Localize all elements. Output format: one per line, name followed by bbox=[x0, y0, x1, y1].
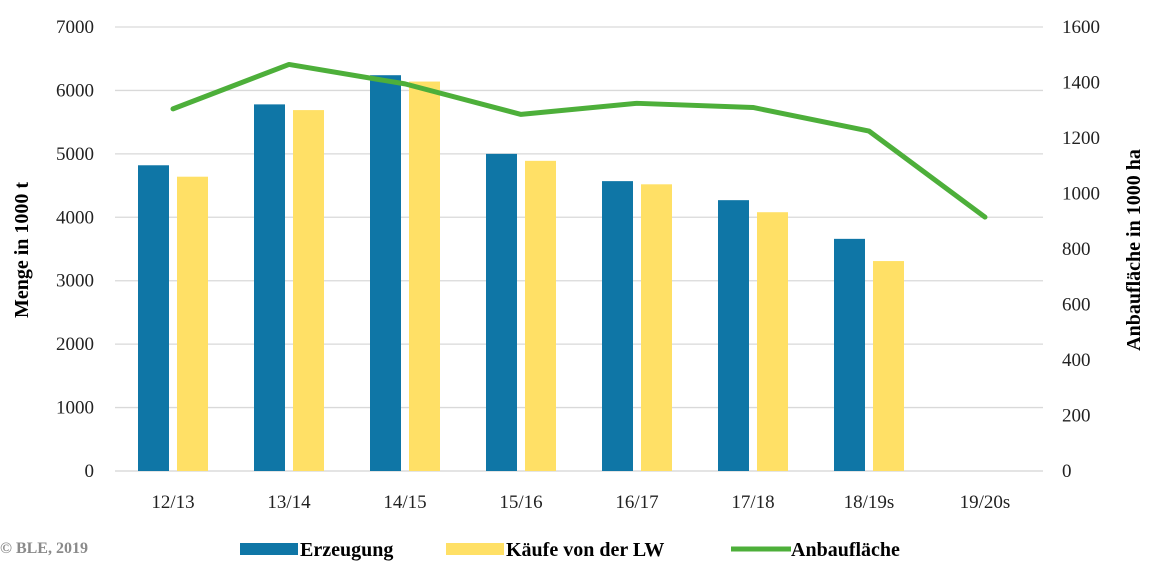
x-tick-label: 14/15 bbox=[383, 492, 426, 513]
legend: Erzeugung Käufe von der LW Anbaufläche bbox=[240, 539, 900, 561]
bar-kaeufe bbox=[409, 81, 440, 471]
bar-kaeufe bbox=[177, 176, 208, 472]
y2-tick-label: 0 bbox=[1062, 461, 1072, 482]
bar-erzeugung bbox=[486, 153, 517, 471]
y2-tick-label: 800 bbox=[1062, 239, 1091, 260]
bar-kaeufe bbox=[293, 110, 324, 471]
legend-swatch bbox=[446, 543, 504, 555]
copyright-text: © BLE, 2019 bbox=[0, 540, 88, 557]
legend-label: Erzeugung bbox=[300, 539, 393, 561]
y2-tick-label: 200 bbox=[1062, 406, 1091, 427]
y-tick-label: 5000 bbox=[56, 144, 94, 165]
x-tick-label: 12/13 bbox=[151, 492, 194, 513]
y2-tick-label: 1400 bbox=[1062, 73, 1100, 94]
bar-kaeufe bbox=[873, 261, 904, 471]
x-tick-label: 15/16 bbox=[499, 492, 542, 513]
bar-erzeugung bbox=[138, 165, 169, 471]
y-tick-label: 4000 bbox=[56, 207, 94, 228]
legend-label: Anbaufläche bbox=[791, 539, 900, 561]
y2-tick-label: 1600 bbox=[1062, 17, 1100, 38]
x-tick-label: 17/18 bbox=[731, 492, 774, 513]
bar-kaeufe bbox=[525, 160, 556, 471]
y2-axis-title: Anbaufläche in 1000 ha bbox=[1123, 149, 1145, 351]
x-tick-label: 13/14 bbox=[267, 492, 311, 513]
line-anbauflaeche bbox=[170, 61, 988, 220]
y-axis-title: Menge in 1000 t bbox=[11, 182, 33, 318]
legend-label: Käufe von der LW bbox=[506, 539, 664, 561]
bar-erzeugung bbox=[718, 200, 749, 471]
bar-erzeugung bbox=[834, 238, 865, 471]
y2-tick-label: 1200 bbox=[1062, 128, 1100, 149]
y-tick-label: 1000 bbox=[56, 398, 94, 419]
left-axis-ticks: 0 1000 2000 3000 4000 5000 6000 7000 bbox=[56, 17, 94, 482]
y2-tick-label: 600 bbox=[1062, 295, 1091, 316]
y-tick-label: 2000 bbox=[56, 334, 94, 355]
legend-swatch bbox=[240, 543, 298, 555]
x-tick-label: 18/19s bbox=[844, 492, 895, 513]
y-tick-label: 7000 bbox=[56, 17, 94, 38]
bar-erzeugung bbox=[254, 104, 285, 471]
x-tick-label: 16/17 bbox=[615, 492, 658, 513]
right-axis-ticks: 0 200 400 600 800 1000 1200 1400 1600 bbox=[1062, 17, 1100, 482]
y-tick-label: 3000 bbox=[56, 271, 94, 292]
bar-erzeugung bbox=[602, 181, 633, 472]
bar-kaeufe bbox=[757, 212, 788, 471]
y-tick-label: 0 bbox=[85, 461, 95, 482]
y2-tick-label: 1000 bbox=[1062, 184, 1100, 205]
bar-erzeugung bbox=[370, 75, 401, 471]
x-axis-ticks: 12/13 13/14 14/15 15/16 16/17 17/18 18/19s 19/2… bbox=[151, 492, 1010, 513]
bars bbox=[138, 75, 904, 472]
y2-tick-label: 400 bbox=[1062, 350, 1091, 371]
y-tick-label: 6000 bbox=[56, 80, 94, 101]
bar-kaeufe bbox=[641, 184, 672, 471]
line-series bbox=[170, 61, 988, 220]
x-tick-label: 19/20s bbox=[960, 492, 1011, 513]
